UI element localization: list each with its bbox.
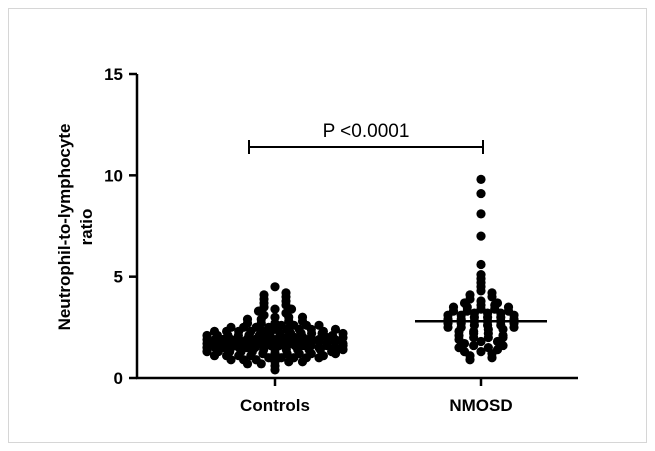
data-point: [476, 209, 486, 219]
data-point: [476, 174, 486, 184]
p-value-annotation: P <0.0001: [323, 121, 410, 142]
data-point: [259, 298, 269, 308]
data-points: [202, 174, 519, 375]
data-point: [469, 340, 479, 351]
data-point: [270, 357, 280, 367]
y-axis-title-line-2: ratio: [77, 209, 96, 246]
data-point: [483, 308, 493, 318]
y-axis-title-line-1: Neutrophil-to-lymphocyte: [55, 124, 74, 331]
y-tick-label: 0: [114, 369, 123, 388]
data-point: [476, 188, 486, 199]
x-ticks: Controls NMOSD: [240, 378, 513, 415]
data-point: [202, 330, 212, 341]
data-point: [476, 347, 486, 357]
data-point: [492, 298, 503, 308]
data-point: [284, 316, 294, 326]
data-point: [476, 270, 486, 280]
data-point: [483, 343, 493, 353]
data-point: [226, 322, 236, 332]
data-point: [487, 288, 497, 298]
data-point: [448, 302, 459, 312]
y-tick-label: 15: [104, 65, 123, 84]
y-tick-label: 10: [104, 166, 123, 185]
data-point: [281, 288, 291, 298]
x-category-label: NMOSD: [449, 396, 512, 415]
data-point: [270, 282, 280, 292]
data-point: [297, 316, 308, 326]
data-point: [297, 357, 308, 367]
data-point: [459, 338, 470, 349]
data-point: [259, 290, 269, 300]
data-point: [503, 302, 514, 312]
data-point: [330, 324, 341, 334]
x-category-label: Controls: [240, 396, 310, 415]
data-point: [476, 259, 486, 270]
data-point: [338, 328, 348, 339]
data-point: [256, 359, 266, 369]
data-point: [476, 296, 486, 306]
data-point: [469, 308, 479, 318]
data-point: [465, 290, 475, 300]
data-point: [270, 304, 280, 314]
data-point: [256, 318, 266, 328]
y-tick-label: 5: [114, 268, 123, 287]
data-point: [459, 298, 470, 308]
data-point: [270, 318, 280, 328]
data-point: [476, 336, 486, 347]
chart-frame: [8, 8, 647, 443]
median-lines: [207, 320, 547, 343]
data-point: [242, 318, 253, 328]
data-point: [476, 231, 486, 241]
data-point: [281, 296, 291, 306]
significance-bracket: P <0.0001: [248, 121, 484, 154]
data-point: [314, 320, 324, 330]
data-point: [242, 359, 253, 369]
y-ticks: 0 5 10 15: [104, 65, 137, 388]
data-point: [209, 326, 220, 336]
data-point: [476, 278, 486, 288]
data-point: [284, 357, 294, 367]
data-point: [492, 336, 503, 347]
